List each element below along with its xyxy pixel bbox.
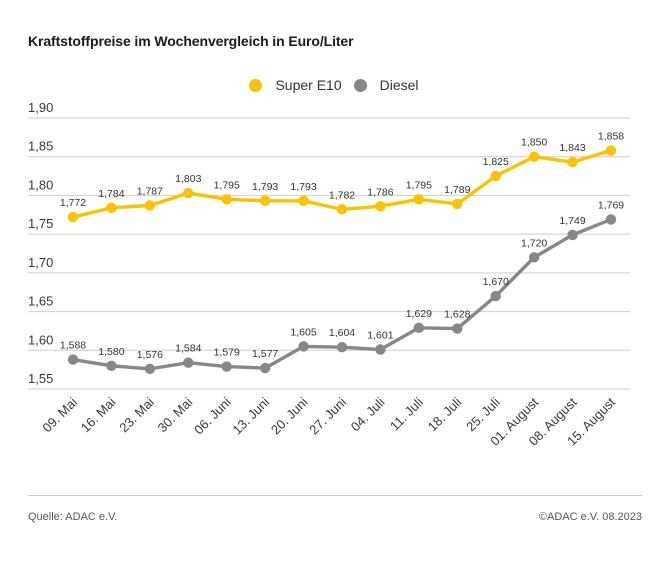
data-point-marker bbox=[259, 195, 271, 207]
data-point-marker bbox=[452, 323, 463, 334]
y-tick-label: 1,70 bbox=[28, 255, 53, 270]
data-point-marker bbox=[144, 200, 156, 211]
data-point-label: 1,629 bbox=[406, 308, 432, 320]
x-tick-label: 27. Juni bbox=[306, 394, 349, 437]
data-point-label: 1,588 bbox=[60, 340, 86, 352]
data-point-marker bbox=[375, 201, 386, 212]
legend-label-super-e10: Super E10 bbox=[275, 77, 342, 93]
data-point-label: 1,795 bbox=[214, 179, 240, 191]
data-point-marker bbox=[298, 195, 309, 207]
data-point-label: 1,749 bbox=[559, 215, 585, 227]
data-point-label: 1,601 bbox=[367, 330, 393, 342]
data-point-marker bbox=[605, 145, 617, 156]
data-point-label: 1,605 bbox=[290, 326, 316, 338]
data-point-marker bbox=[67, 211, 79, 223]
data-point-label: 1,769 bbox=[598, 199, 624, 211]
copyright-note: ©ADAC e.V. 08.2023 bbox=[538, 511, 642, 523]
data-point-label: 1,772 bbox=[60, 197, 86, 209]
data-point-label: 1,795 bbox=[406, 179, 432, 191]
x-tick-label: 09. Mai bbox=[39, 394, 80, 435]
data-point-label: 1,793 bbox=[252, 181, 278, 193]
data-point-label: 1,720 bbox=[521, 237, 547, 249]
x-tick-label: 20. Juni bbox=[268, 394, 311, 437]
data-point-marker bbox=[298, 341, 309, 352]
data-point-marker bbox=[183, 357, 194, 368]
data-point-label: 1,577 bbox=[252, 348, 278, 360]
data-point-label: 1,787 bbox=[137, 185, 163, 197]
data-point-marker bbox=[67, 354, 79, 365]
diesel-legend-dot-icon bbox=[353, 78, 367, 92]
x-tick-label: 23. Mai bbox=[116, 394, 157, 435]
chart-legend: Super E10 Diesel bbox=[0, 77, 668, 93]
data-point-label: 1,825 bbox=[483, 156, 509, 168]
data-point-label: 1,576 bbox=[137, 349, 163, 361]
y-tick-label: 1,75 bbox=[28, 216, 53, 231]
x-tick-label: 04. Juli bbox=[348, 394, 388, 434]
data-point-label: 1,628 bbox=[444, 309, 470, 321]
data-point-marker bbox=[336, 341, 348, 353]
series-diesel: 1,588 1,580 1,576 1,584 1,579 1,577 1,605 1,604… bbox=[60, 199, 624, 375]
data-point-label: 1,786 bbox=[367, 186, 393, 198]
y-tick-label: 1,65 bbox=[28, 294, 53, 309]
x-tick-label: 11. Juli bbox=[387, 394, 426, 433]
data-point-label: 1,793 bbox=[290, 181, 316, 193]
x-tick-label: 30. Mai bbox=[155, 394, 196, 435]
legend-item-diesel: Diesel bbox=[353, 77, 419, 93]
super-e10-legend-dot-icon bbox=[249, 78, 263, 92]
data-point-marker bbox=[567, 156, 578, 168]
data-point-marker bbox=[413, 322, 425, 334]
source-note: Quelle: ADAC e.V. bbox=[28, 511, 118, 523]
data-point-marker bbox=[259, 362, 271, 374]
x-tick-label: 06. Juni bbox=[191, 394, 234, 437]
data-point-marker bbox=[567, 229, 578, 241]
legend-item-super-e10: Super E10 bbox=[249, 77, 342, 93]
data-point-label: 1,789 bbox=[444, 184, 470, 196]
y-tick-label: 1,60 bbox=[28, 332, 53, 347]
data-point-marker bbox=[490, 170, 501, 182]
data-point-label: 1,584 bbox=[175, 343, 201, 355]
x-tick-label: 13. Juni bbox=[229, 394, 272, 437]
data-point-label: 1,850 bbox=[521, 137, 547, 149]
y-tick-label: 1,85 bbox=[28, 139, 53, 154]
data-point-label: 1,803 bbox=[175, 173, 201, 185]
data-point-marker bbox=[528, 151, 540, 162]
data-point-marker bbox=[106, 360, 117, 371]
y-tick-label: 1,90 bbox=[28, 100, 53, 115]
data-point-label: 1,579 bbox=[214, 347, 240, 359]
y-tick-label: 1,80 bbox=[28, 177, 53, 192]
series-super-e10: 1,772 1,784 1,787 1,803 1,795 1,793 1,793 1,782… bbox=[60, 131, 624, 223]
footer: Quelle: ADAC e.V. ©ADAC e.V. 08.2023 bbox=[28, 511, 642, 523]
data-point-marker bbox=[221, 361, 232, 372]
footer-divider bbox=[28, 495, 642, 496]
data-point-marker bbox=[336, 204, 348, 215]
data-point-label: 1,670 bbox=[483, 276, 509, 288]
data-point-label: 1,784 bbox=[98, 188, 124, 200]
data-point-marker bbox=[375, 344, 386, 355]
legend-label-diesel: Diesel bbox=[379, 77, 419, 93]
y-tick-label: 1,55 bbox=[28, 371, 53, 386]
x-tick-label: 18. Juli bbox=[425, 394, 465, 434]
data-point-label: 1,782 bbox=[329, 189, 355, 201]
data-point-marker bbox=[183, 187, 194, 199]
data-point-marker bbox=[605, 214, 617, 225]
x-tick-label: 16. Mai bbox=[78, 394, 119, 435]
data-point-marker bbox=[490, 290, 501, 302]
chart-title: Kraftstoffpreise im Wochenvergleich in E… bbox=[28, 33, 354, 49]
data-point-label: 1,580 bbox=[98, 346, 124, 358]
data-point-marker bbox=[221, 194, 232, 205]
data-point-label: 1,843 bbox=[559, 142, 585, 154]
data-point-marker bbox=[106, 202, 117, 214]
data-point-marker bbox=[452, 198, 463, 210]
y-axis-labels: 1,90 1,85 1,80 1,75 1,70 1,65 1,60 1,55 bbox=[28, 100, 53, 386]
data-point-marker bbox=[144, 363, 156, 375]
data-point-marker bbox=[528, 252, 540, 263]
data-point-label: 1,604 bbox=[329, 327, 355, 339]
data-point-label: 1,858 bbox=[598, 131, 624, 143]
data-point-marker bbox=[413, 194, 425, 205]
